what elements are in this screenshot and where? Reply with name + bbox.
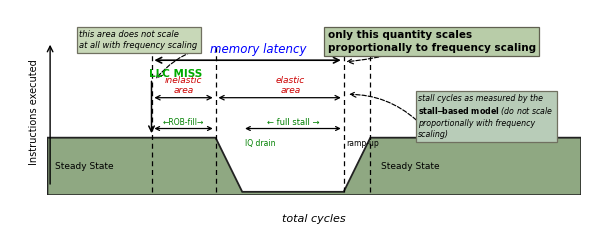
Text: Steady State: Steady State (55, 162, 114, 171)
Text: only this quantity scales
proportionally to frequency scaling: only this quantity scales proportionally… (328, 30, 535, 53)
Text: ← full stall →: ← full stall → (267, 118, 319, 127)
Polygon shape (47, 138, 581, 195)
Text: ramp-up: ramp-up (346, 139, 379, 148)
Text: total cycles: total cycles (282, 214, 346, 224)
Text: Steady State: Steady State (381, 162, 439, 171)
Text: Instructions executed: Instructions executed (29, 59, 39, 165)
Text: IQ drain: IQ drain (245, 139, 275, 148)
Text: this area does not scale
at all with frequency scaling: this area does not scale at all with fre… (79, 30, 197, 50)
Text: elastic
area: elastic area (276, 76, 305, 95)
Text: stall cycles as measured by the
$\bf{stall\!\!-\!\!based\ model}$ (do not scale
: stall cycles as measured by the $\bf{sta… (418, 94, 554, 139)
Text: ←ROB-fill→: ←ROB-fill→ (163, 118, 204, 127)
Text: inelastic
area: inelastic area (165, 76, 202, 95)
Text: LLC MISS: LLC MISS (149, 69, 202, 79)
Text: memory latency: memory latency (210, 43, 307, 56)
